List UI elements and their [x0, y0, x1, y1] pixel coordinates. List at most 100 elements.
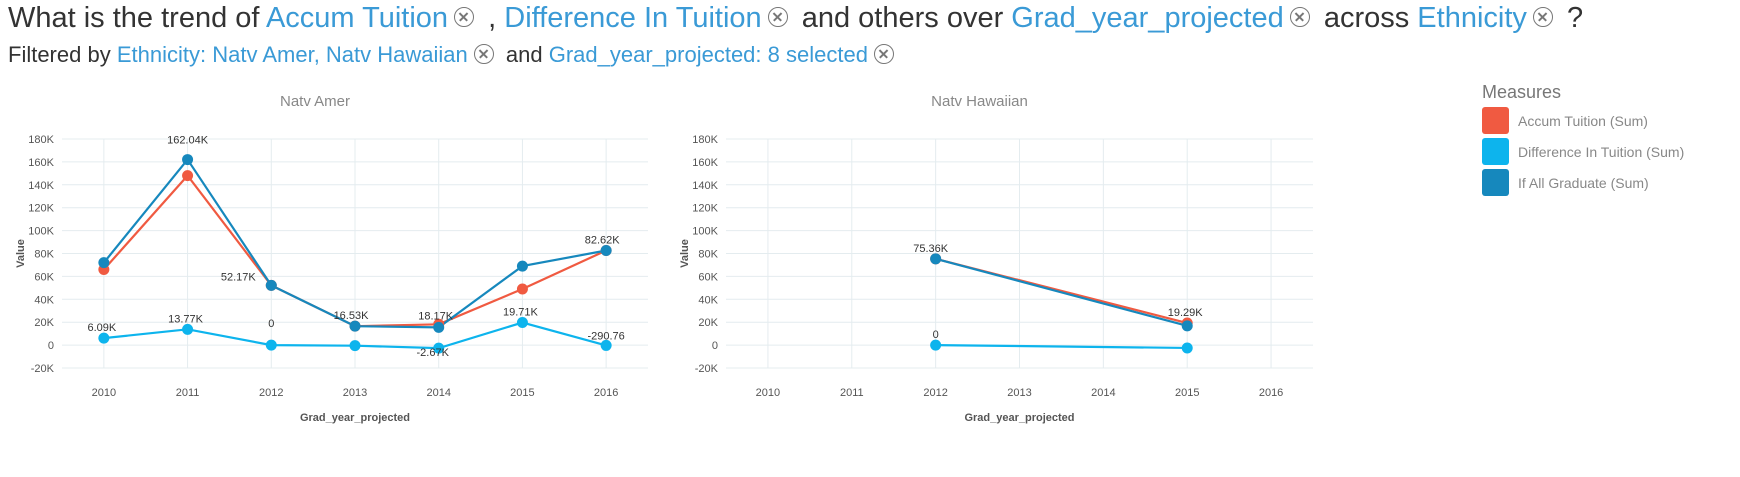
x-tick-label: 2012: [259, 387, 283, 399]
y-tick-label: 100K: [28, 226, 54, 238]
remove-icon[interactable]: [1532, 7, 1553, 28]
y-tick-label: 0: [712, 340, 718, 352]
legend-item-if-all-graduate[interactable]: If All Graduate (Sum): [1482, 167, 1684, 198]
series-line: [935, 257, 1188, 327]
filter-token-ethnicity[interactable]: Ethnicity: Natv Amer, Natv Hawaiian: [116, 42, 468, 67]
y-tick-label: 80K: [34, 249, 54, 261]
y-tick-label: -20K: [31, 363, 55, 375]
legend-label: Difference In Tuition (Sum): [1518, 143, 1685, 160]
data-point: [930, 339, 942, 351]
remove-icon[interactable]: [767, 7, 788, 28]
y-tick-label: 80K: [698, 249, 718, 261]
y-tick-label: 160K: [28, 157, 54, 169]
data-label: 75.36K: [913, 243, 949, 255]
y-tick-label: 140K: [692, 180, 718, 192]
series-line: [935, 344, 1188, 350]
chart-title: Natv Hawaiian: [931, 93, 1028, 110]
data-label: 52.17K: [221, 271, 257, 283]
data-point: [516, 317, 528, 329]
dimension-token-grad-year[interactable]: Grad_year_projected: [1011, 2, 1284, 34]
y-tick-label: 120K: [28, 203, 54, 215]
y-tick-label: 20K: [34, 317, 54, 329]
data-point: [182, 154, 194, 166]
data-point: [516, 260, 528, 272]
data-point: [265, 279, 277, 291]
y-axis-label: Value: [15, 239, 27, 268]
y-tick-label: 140K: [28, 180, 54, 192]
y-tick-label: 60K: [34, 271, 54, 283]
data-point: [1181, 342, 1193, 354]
question-mid2: across: [1323, 2, 1410, 34]
x-tick-label: 2015: [1175, 387, 1199, 399]
question-prefix: What is the trend of: [8, 2, 260, 34]
x-tick-label: 2010: [756, 387, 780, 399]
filter-token-grad-year[interactable]: Grad_year_projected: 8 selected: [548, 42, 868, 67]
data-point: [1181, 320, 1193, 332]
legend: Measures Accum Tuition (Sum) Difference …: [1482, 82, 1684, 198]
data-point: [600, 245, 612, 257]
data-label: 0: [933, 329, 939, 341]
data-point: [433, 342, 445, 354]
x-tick-label: 2015: [510, 387, 534, 399]
x-tick-label: 2012: [923, 387, 947, 399]
data-point: [98, 332, 110, 344]
filter-mid: and: [505, 42, 543, 67]
x-tick-label: 2013: [1007, 387, 1031, 399]
y-axis-label: Value: [679, 239, 691, 268]
legend-swatch: [1482, 138, 1509, 165]
legend-title: Measures: [1482, 82, 1562, 102]
data-point: [433, 321, 445, 333]
legend-item-difference-in-tuition[interactable]: Difference In Tuition (Sum): [1482, 136, 1684, 167]
y-tick-label: 120K: [692, 203, 718, 215]
dimension-token-ethnicity[interactable]: Ethnicity: [1417, 2, 1527, 34]
x-axis-label: Grad_year_projected: [964, 412, 1074, 424]
remove-icon[interactable]: [473, 44, 494, 65]
filter-prefix: Filtered by: [8, 42, 111, 67]
x-tick-label: 2016: [594, 387, 618, 399]
remove-icon[interactable]: [454, 7, 475, 28]
legend-label: If All Graduate (Sum): [1518, 174, 1649, 191]
data-point: [930, 253, 942, 265]
y-tick-label: 180K: [692, 134, 718, 146]
data-point: [349, 320, 361, 332]
legend-item-accum-tuition[interactable]: Accum Tuition (Sum): [1482, 105, 1684, 136]
y-tick-label: 160K: [692, 157, 718, 169]
x-tick-label: 2014: [426, 387, 450, 399]
x-tick-label: 2016: [1259, 387, 1283, 399]
data-point: [98, 257, 110, 269]
x-tick-label: 2014: [1091, 387, 1115, 399]
x-tick-label: 2011: [840, 387, 864, 399]
chart-panel: Natv Amer -20K 0 20K 40K 60K 80K 100K 120K 140K 16…: [15, 93, 648, 424]
question-suffix: ?: [1566, 2, 1584, 34]
y-tick-label: 40K: [698, 294, 718, 306]
y-tick-label: 180K: [28, 134, 54, 146]
data-point: [182, 170, 194, 182]
y-tick-label: 0: [48, 340, 54, 352]
question-title: What is the trend of Accum Tuition , Dif…: [8, 2, 1583, 35]
y-tick-label: 100K: [692, 226, 718, 238]
data-label: 18.17K: [418, 310, 454, 322]
legend-label: Accum Tuition (Sum): [1518, 112, 1648, 129]
data-point: [600, 339, 612, 351]
measure-token-accum-tuition[interactable]: Accum Tuition: [265, 2, 449, 34]
data-label: 13.77K: [168, 313, 204, 325]
data-label: -2.67K: [417, 347, 450, 359]
remove-icon[interactable]: [1289, 7, 1310, 28]
x-tick-label: 2011: [176, 387, 200, 399]
question-comma: ,: [488, 2, 497, 34]
measure-token-difference-in-tuition[interactable]: Difference In Tuition: [504, 2, 762, 34]
y-tick-label: 40K: [34, 294, 54, 306]
chart-title: Natv Amer: [280, 93, 350, 110]
y-tick-label: 60K: [698, 271, 718, 283]
data-label: 162.04K: [167, 135, 209, 147]
x-axis-label: Grad_year_projected: [300, 412, 410, 424]
data-point: [265, 339, 277, 351]
remove-icon[interactable]: [873, 44, 894, 65]
filter-bar: Filtered by Ethnicity: Natv Amer, Natv H…: [8, 42, 900, 68]
question-mid1: and others over: [801, 2, 1004, 34]
data-label: -290.76: [587, 330, 624, 342]
y-tick-label: 20K: [698, 317, 718, 329]
charts-area: Natv Amer -20K 0 20K 40K 60K 80K 100K 120K 140K 16…: [15, 93, 1313, 424]
x-tick-label: 2013: [343, 387, 367, 399]
data-label: 6.09K: [87, 322, 116, 334]
